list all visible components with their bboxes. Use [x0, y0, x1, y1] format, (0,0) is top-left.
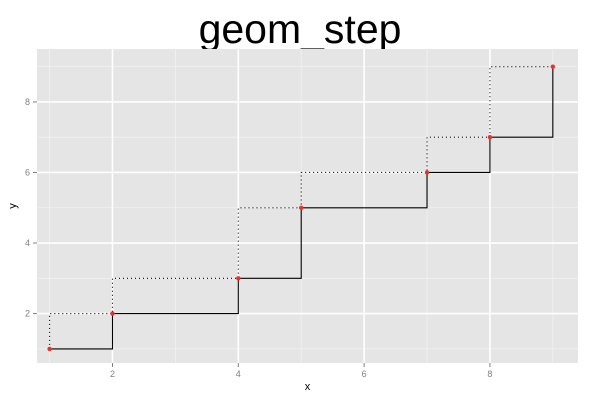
x-tick-label: 2: [110, 369, 115, 379]
major-gridlines: [37, 49, 578, 363]
data-point: [236, 276, 241, 281]
x-tick-label: 6: [362, 369, 367, 379]
x-tick-label: 8: [487, 369, 492, 379]
y-tick-label: 2: [25, 309, 30, 319]
y-tick-label: 8: [25, 97, 30, 107]
data-point: [299, 205, 304, 210]
y-axis-title: y: [7, 203, 19, 209]
data-points: [47, 64, 556, 352]
y-axis: 2 4 6 8: [25, 97, 37, 319]
x-axis-title: x: [305, 381, 311, 393]
data-point: [487, 135, 493, 140]
x-axis: 2 4 6 8: [110, 363, 492, 379]
chart-title: geom_step: [199, 6, 402, 52]
plot-panel: [37, 49, 578, 363]
data-point: [424, 170, 430, 175]
data-point: [110, 311, 115, 316]
data-point: [47, 346, 52, 352]
data-point: [550, 64, 556, 69]
y-tick-label: 4: [25, 238, 30, 248]
y-tick-label: 6: [25, 167, 30, 177]
x-tick-label: 4: [236, 369, 241, 379]
